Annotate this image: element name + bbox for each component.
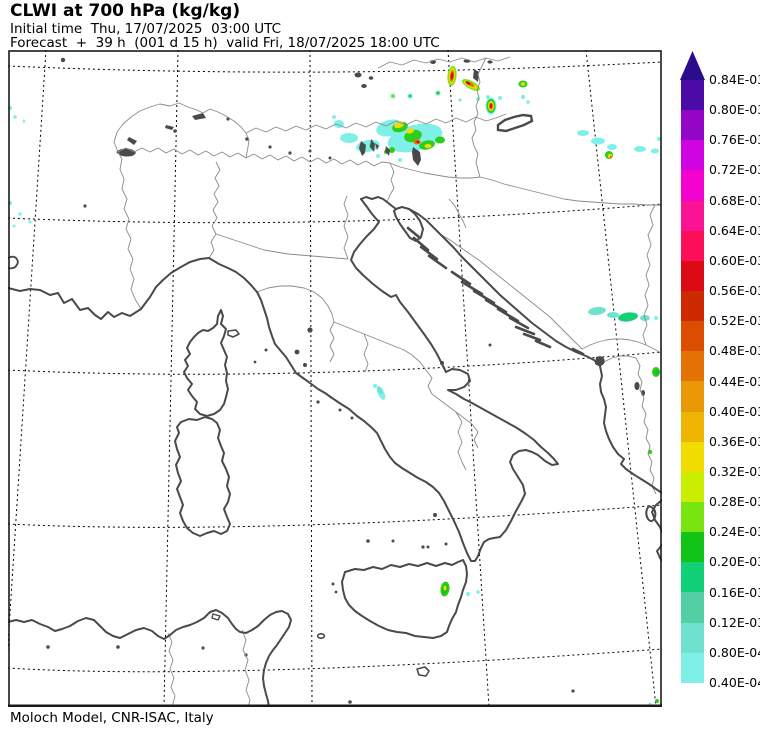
- island-corsica: [183, 309, 229, 417]
- colorbar-segment: [681, 170, 704, 201]
- forecast-valid-line: Forecast + 39 h (001 d 15 h) valid Fri, …: [10, 35, 440, 51]
- island-sardinia: [174, 416, 231, 537]
- island-elba: [227, 329, 240, 338]
- colorbar-tick-label: 0.44E-03: [709, 373, 760, 389]
- colorbar-tick-label: 0.52E-03: [709, 313, 760, 329]
- clwi-overlay-blobs: [8, 66, 661, 706]
- colorbar-tick-label: 0.12E-03: [709, 614, 760, 630]
- colorbar-segment: [681, 471, 704, 502]
- colorbar-segments: [681, 80, 704, 683]
- colorbar-tick-label: 0.64E-03: [709, 222, 760, 238]
- map-svg: [8, 50, 662, 707]
- colorbar-arrow-shape: [680, 51, 705, 80]
- colorbar-segment: [681, 321, 704, 352]
- colorbar-tick-label: 0.40E-03: [709, 403, 760, 419]
- colorbar-segment: [681, 622, 704, 653]
- coast-italy-west: [140, 198, 559, 562]
- page-title: CLWI at 700 hPa (kg/kg): [10, 1, 241, 21]
- graticule: [8, 50, 662, 707]
- blob-central-italy: [373, 384, 386, 400]
- colorbar-segment: [681, 652, 704, 683]
- blob-cluster-northeast: [577, 130, 661, 159]
- blob-cluster-north: [390, 66, 530, 115]
- colorbar-tick-label: 0.56E-03: [709, 283, 760, 299]
- colorbar-segment: [681, 411, 704, 442]
- coast-croatia-albania: [408, 208, 662, 494]
- blob-cluster-west: [8, 105, 32, 228]
- island-malta: [416, 666, 430, 677]
- colorbar-tick-label: 0.80E-03: [709, 102, 760, 118]
- lake-bizerte: [211, 613, 221, 621]
- colorbar-segment: [681, 441, 704, 472]
- island-pantelleria: [316, 632, 326, 639]
- colorbar-segment: [681, 592, 704, 623]
- colorbar-segment: [681, 260, 704, 291]
- coast-north-africa: [8, 609, 292, 707]
- colorbar-tick-label: 0.16E-03: [709, 584, 760, 600]
- coast-france-riviera: [8, 287, 142, 320]
- dalmatian-islands: [406, 226, 585, 356]
- island-sicily: [341, 559, 468, 639]
- colorbar-tick-label: 0.40E-04: [709, 675, 760, 690]
- colorbar-segment: [681, 532, 704, 563]
- blob-cluster-east: [588, 306, 660, 377]
- colorbar-tick-label: 0.28E-03: [709, 494, 760, 510]
- island-corfu: [645, 505, 657, 523]
- colorbar-tick-label: 0.72E-03: [709, 162, 760, 178]
- colorbar-tick-label: 0.76E-03: [709, 132, 760, 148]
- colorbar-segment: [681, 501, 704, 533]
- colorbar-segment: [681, 351, 704, 382]
- colorbar-segment: [681, 230, 704, 261]
- colorbar-tick-label: 0.68E-03: [709, 192, 760, 208]
- colorbar-segment: [681, 80, 704, 111]
- colorbar-segment: [681, 290, 704, 322]
- initial-time-line: Initial time Thu, 17/07/2025 03:00 UTC: [10, 21, 282, 37]
- colorbar-segment: [681, 200, 704, 231]
- coast-venice-trieste: [360, 196, 397, 210]
- borders: [113, 56, 662, 707]
- colorbar-tick-label: 0.84E-03: [709, 72, 760, 87]
- colorbar-tick-label: 0.20E-03: [709, 554, 760, 570]
- map-frame: [8, 50, 662, 707]
- colorbar-tick-label: 0.24E-03: [709, 524, 760, 540]
- model-credit: Moloch Model, CNR-ISAC, Italy: [10, 710, 214, 726]
- colorbar-segment: [681, 562, 704, 593]
- colorbar-tick-label: 0.80E-04: [709, 644, 760, 660]
- coastlines: [8, 196, 662, 707]
- colorbar-tick-label: 0.36E-03: [709, 433, 760, 449]
- lake-balaton: [496, 113, 534, 133]
- colorbar-tick-label: 0.60E-03: [709, 252, 760, 268]
- blob-cluster-etna: [440, 581, 480, 597]
- island-minorca: [8, 255, 19, 270]
- colorbar-tick-label: 0.48E-03: [709, 343, 760, 359]
- lakes: [46, 57, 645, 704]
- colorbar-segment: [681, 381, 704, 412]
- colorbar-segment: [681, 140, 704, 171]
- colorbar-tick-label: 0.32E-03: [709, 463, 760, 479]
- colorbar-arrow-icon: [680, 51, 705, 80]
- map-panel: [8, 50, 662, 707]
- colorbar-segment: [681, 110, 704, 141]
